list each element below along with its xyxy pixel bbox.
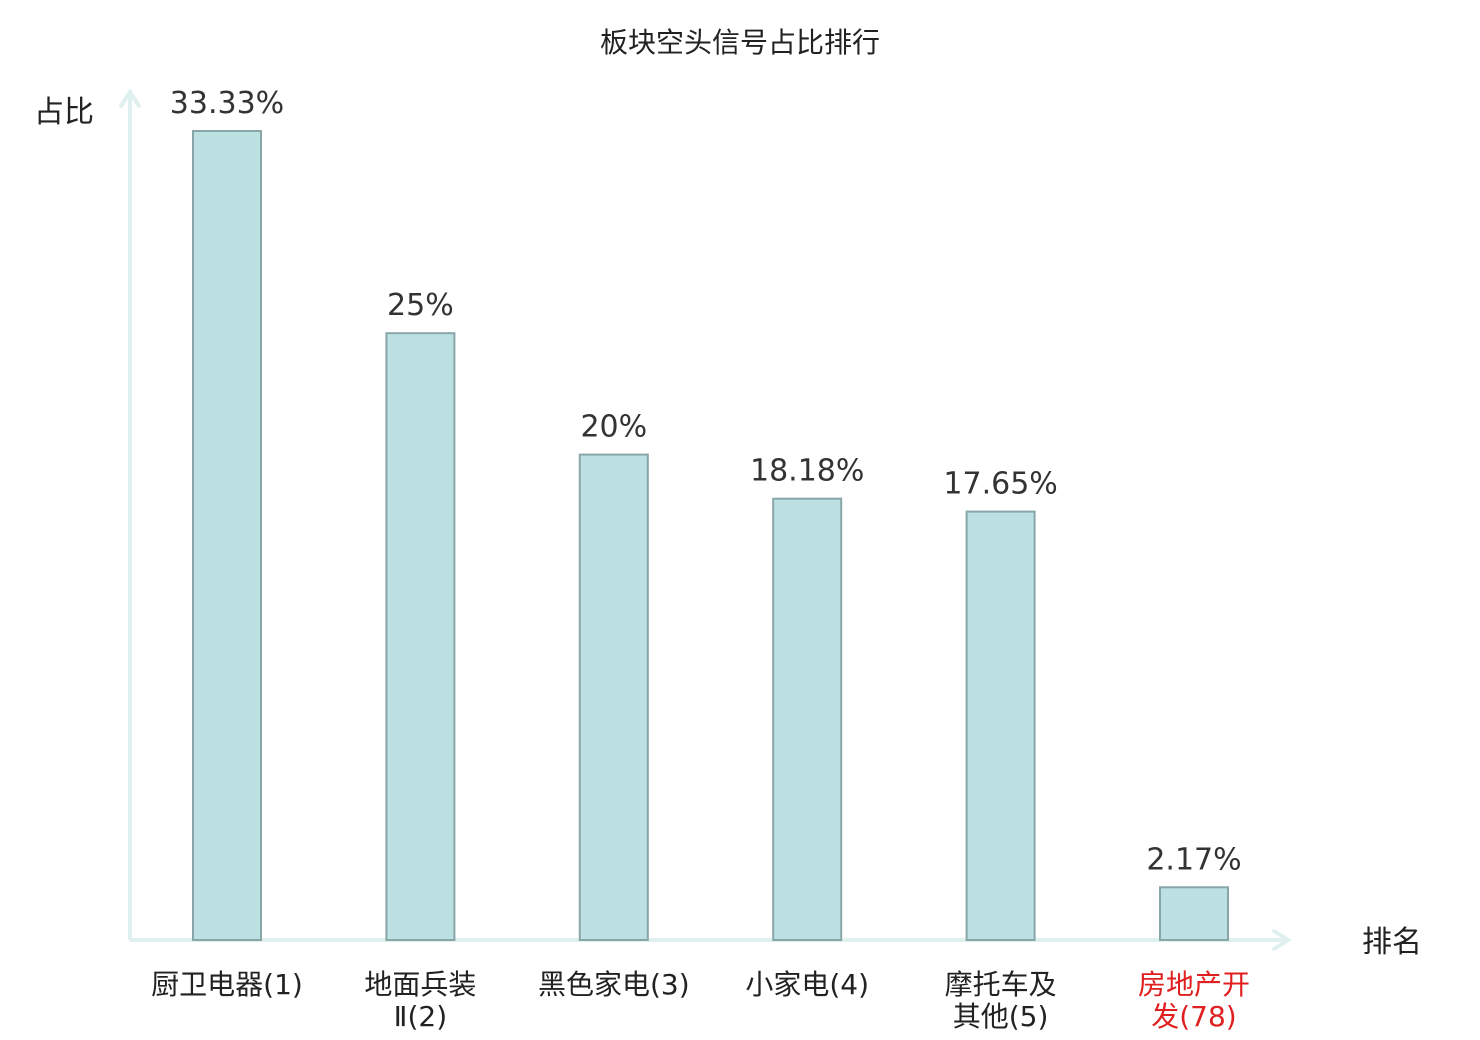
- value-labels-group: 33.33% 25% 20% 18.18% 17.65% 2.17%: [170, 86, 1242, 877]
- x-axis-title: 排名: [1362, 925, 1422, 960]
- y-axis-arrow: [119, 88, 141, 108]
- bar-3: [578, 453, 649, 941]
- category-label-5-line-1: 摩托车及: [945, 968, 1057, 1001]
- bar-1: [192, 130, 262, 941]
- value-label-1: 33.33%: [170, 86, 284, 121]
- category-label-5: 摩托车及其他(5): [945, 968, 1057, 1033]
- value-label-2: 25%: [387, 288, 454, 323]
- category-label-4-line-1: 小家电(4): [745, 968, 869, 1001]
- category-label-4: 小家电(4): [745, 968, 869, 1001]
- value-label-3: 20%: [580, 410, 647, 445]
- category-label-5-line-2: 其他(5): [953, 1000, 1049, 1033]
- category-label-2: 地面兵装 Ⅱ(2): [364, 968, 476, 1033]
- bar-4: [772, 497, 843, 941]
- bar-5: [965, 510, 1036, 941]
- category-label-2-line-2: Ⅱ(2): [394, 1000, 447, 1033]
- value-label-5: 17.65%: [943, 467, 1057, 502]
- value-label-4: 18.18%: [750, 454, 864, 489]
- value-label-6: 2.17%: [1146, 842, 1241, 877]
- category-labels-group: 厨卫电器(1) 地面兵装 Ⅱ(2) 黑色家电(3) 小家电(4) 摩托车及其他(5) 房地产…: [151, 968, 1250, 1033]
- category-label-3: 黑色家电(3): [538, 968, 690, 1001]
- bars-group: [192, 130, 1229, 941]
- category-label-6-line-1: 房地产开: [1138, 968, 1250, 1001]
- x-axis-arrow: [1272, 929, 1292, 951]
- category-label-1: 厨卫电器(1): [151, 968, 303, 1001]
- bar-2: [385, 332, 456, 941]
- bar-6: [1159, 886, 1229, 941]
- category-label-2-line-1: 地面兵装: [364, 968, 476, 1001]
- category-label-3-line-1: 黑色家电(3): [538, 968, 690, 1001]
- chart-title: 板块空头信号占比排行: [600, 26, 880, 59]
- axes: [119, 88, 1292, 951]
- category-label-1-line-1: 厨卫电器(1): [151, 968, 303, 1001]
- category-label-6-line-2: 发(78): [1151, 1000, 1236, 1033]
- category-label-6: 房地产开发(78): [1138, 968, 1250, 1033]
- y-axis-title: 占比: [34, 95, 94, 130]
